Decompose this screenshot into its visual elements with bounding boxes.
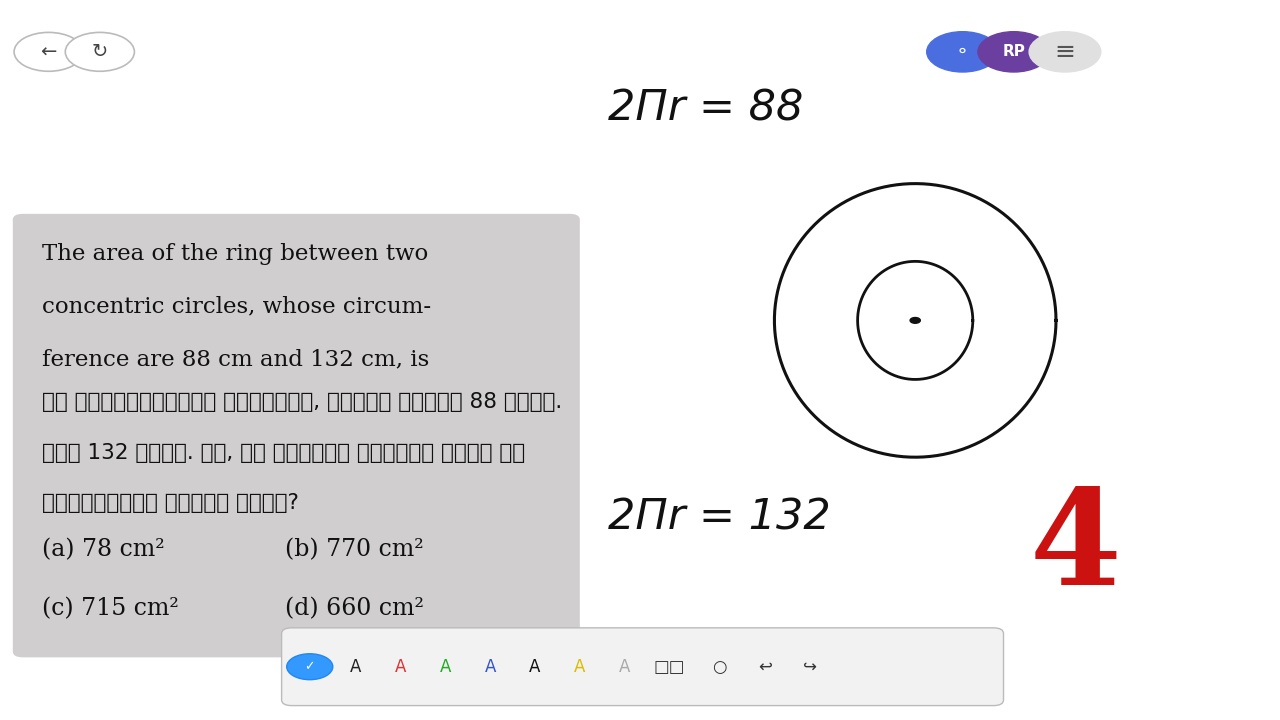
Text: 4: 4 [1029,485,1121,613]
Text: A: A [620,658,630,675]
Circle shape [910,318,920,323]
Text: □□: □□ [654,658,685,675]
Text: 2Πr = 88: 2Πr = 88 [608,88,804,130]
Text: ○: ○ [712,658,727,675]
Text: ←: ← [41,42,56,61]
Text: (c) 715 cm²: (c) 715 cm² [42,598,179,621]
FancyBboxPatch shape [13,214,580,657]
Text: A: A [485,658,495,675]
Text: RP: RP [1002,45,1025,59]
Text: ⚬: ⚬ [955,43,970,61]
Text: concentric circles, whose circum-: concentric circles, whose circum- [42,296,431,318]
Text: 2Πr = 132: 2Πr = 132 [608,497,831,539]
Text: ference are 88 cm and 132 cm, is: ference are 88 cm and 132 cm, is [42,348,430,371]
Text: A: A [396,658,406,675]
Text: A: A [351,658,361,675]
Circle shape [287,654,333,680]
Text: A: A [440,658,451,675]
Text: ↻: ↻ [92,42,108,61]
Circle shape [927,32,998,72]
Text: ↩: ↩ [759,658,772,675]
Circle shape [14,32,83,71]
Text: The area of the ring between two: The area of the ring between two [42,243,429,266]
Text: दो संकेन्द्रीय वृत्तों, जिनकी परिधि 88 सेमी.: दो संकेन्द्रीय वृत्तों, जिनकी परिधि 88 स… [42,392,562,413]
Circle shape [978,32,1050,72]
FancyBboxPatch shape [282,628,1004,706]
Circle shape [1029,32,1101,72]
Text: (b) 770 cm²: (b) 770 cm² [285,539,424,562]
Text: क्षेत्रफल ज्ञात करें?: क्षेत्रफल ज्ञात करें? [42,493,300,513]
Text: A: A [530,658,540,675]
Text: ✓: ✓ [305,660,315,673]
Text: तथा 132 सेमी. है, के द्वारा अंतरित रिंग का: तथा 132 सेमी. है, के द्वारा अंतरित रिंग … [42,443,525,463]
Text: ≡: ≡ [1055,40,1075,64]
Circle shape [65,32,134,71]
Text: A: A [575,658,585,675]
Text: (a) 78 cm²: (a) 78 cm² [42,539,165,562]
Text: (d) 660 cm²: (d) 660 cm² [285,598,425,621]
Text: ↪: ↪ [804,658,817,675]
